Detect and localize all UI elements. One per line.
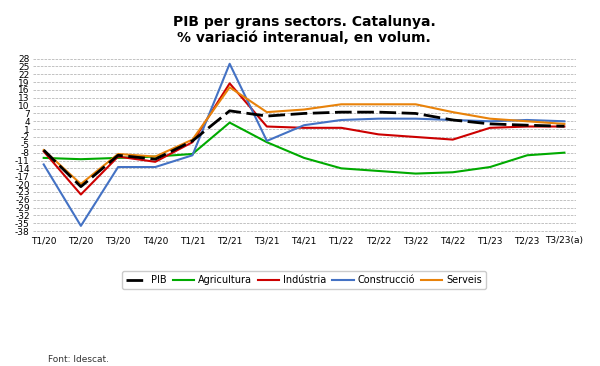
Agricultura [449,170,457,175]
Line: Construcció: Construcció [44,64,565,226]
Serveis [40,148,47,152]
PIB [338,110,345,114]
PIB [449,118,457,122]
Agricultura [226,120,233,125]
PIB [152,157,159,161]
Serveis [561,122,568,126]
Indústria [301,126,308,130]
Indústria [226,81,233,86]
Construcció [77,224,85,228]
Construcció [561,119,568,123]
Agricultura [561,150,568,155]
Construcció [263,139,271,143]
Serveis [226,85,233,90]
Construcció [487,119,494,123]
Indústria [263,124,271,129]
Text: Font: Idescat.: Font: Idescat. [48,355,109,364]
Agricultura [524,153,531,157]
Serveis [412,102,419,107]
Indústria [524,124,531,129]
Indústria [338,126,345,130]
PIB [189,139,196,143]
PIB [301,111,308,116]
Construcció [115,165,122,169]
Serveis [152,154,159,159]
Agricultura [375,169,382,173]
Agricultura [487,165,494,169]
Serveis [338,102,345,107]
Indústria [115,154,122,159]
Serveis [487,116,494,121]
Indústria [375,132,382,137]
Construcció [524,118,531,122]
Agricultura [263,140,271,145]
Indústria [561,124,568,129]
PIB [115,153,122,157]
Indústria [449,137,457,142]
Construcció [338,118,345,122]
Indústria [152,160,159,164]
Line: Agricultura: Agricultura [44,123,565,173]
Indústria [77,192,85,197]
Indústria [487,126,494,130]
Serveis [263,110,271,114]
Serveis [301,107,308,112]
Serveis [375,102,382,107]
Serveis [524,119,531,123]
Line: PIB: PIB [44,111,565,187]
Construcció [152,165,159,169]
Construcció [412,116,419,121]
PIB [561,124,568,128]
Agricultura [301,156,308,160]
PIB [40,148,47,152]
Serveis [77,182,85,186]
Construcció [301,123,308,127]
PIB [263,114,271,118]
Agricultura [115,156,122,160]
Construcció [375,116,382,121]
PIB [77,184,85,189]
Indústria [412,135,419,139]
PIB [412,111,419,116]
Agricultura [77,157,85,161]
PIB [226,109,233,113]
Agricultura [338,166,345,171]
PIB [487,122,494,126]
Agricultura [189,152,196,156]
Construcció [226,61,233,66]
Agricultura [152,154,159,159]
Agricultura [412,171,419,176]
Line: Serveis: Serveis [44,87,565,184]
Indústria [189,140,196,145]
Serveis [115,152,122,156]
Serveis [189,137,196,142]
Construcció [40,162,47,167]
Indústria [40,149,47,154]
Legend: PIB, Agricultura, Indústria, Construcció, Serveis: PIB, Agricultura, Indústria, Construcció… [122,271,486,289]
Agricultura [40,156,47,160]
Title: PIB per grans sectors. Catalunya.
% variació interanual, en volum.: PIB per grans sectors. Catalunya. % vari… [173,15,436,45]
Line: Indústria: Indústria [44,83,565,194]
PIB [524,123,531,127]
Construcció [449,118,457,122]
Construcció [189,153,196,157]
Serveis [449,110,457,114]
PIB [375,110,382,114]
